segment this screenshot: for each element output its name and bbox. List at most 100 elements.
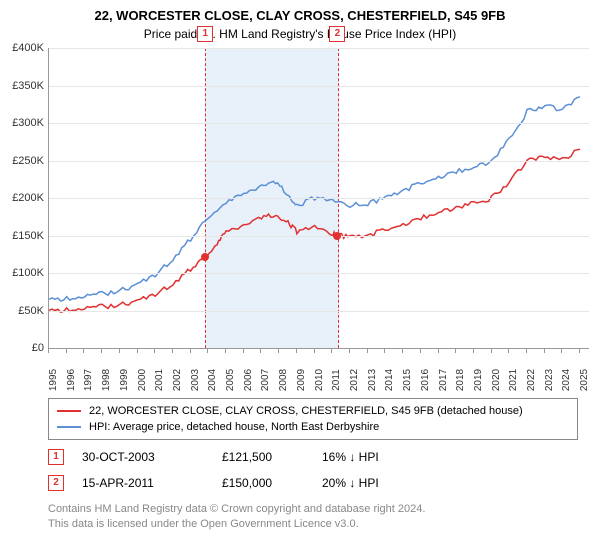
- table-row: 130-OCT-2003£121,50016% ↓ HPI: [48, 444, 578, 470]
- x-tick-label: 2017: [438, 369, 449, 391]
- y-tick-label: £150K: [12, 230, 44, 242]
- marker-dot: [201, 253, 209, 261]
- x-tick-label: 2011: [331, 369, 342, 391]
- x-tick-label: 2023: [544, 369, 555, 391]
- y-tick-label: £0: [32, 342, 44, 354]
- transaction-date: 15-APR-2011: [82, 476, 222, 490]
- x-tick: [491, 348, 492, 353]
- x-tick-label: 2001: [154, 369, 165, 391]
- x-tick-label: 2006: [243, 369, 254, 391]
- x-tick-label: 2020: [491, 369, 502, 391]
- transaction-index: 2: [48, 475, 64, 491]
- x-tick: [296, 348, 297, 353]
- x-tick: [455, 348, 456, 353]
- gridline: [49, 273, 589, 274]
- legend-label: 22, WORCESTER CLOSE, CLAY CROSS, CHESTER…: [89, 405, 523, 417]
- x-tick: [420, 348, 421, 353]
- legend-label: HPI: Average price, detached house, Nort…: [89, 421, 379, 433]
- x-tick: [438, 348, 439, 353]
- x-tick-label: 2014: [384, 369, 395, 391]
- marker-dot: [333, 232, 341, 240]
- x-tick-label: 2004: [207, 369, 218, 391]
- x-tick-label: 1997: [83, 369, 94, 391]
- x-tick: [119, 348, 120, 353]
- x-tick-label: 2003: [190, 369, 201, 391]
- x-tick: [101, 348, 102, 353]
- x-tick: [260, 348, 261, 353]
- x-tick: [154, 348, 155, 353]
- x-tick-label: 1995: [48, 369, 59, 391]
- x-tick-label: 2007: [260, 369, 271, 391]
- x-tick: [402, 348, 403, 353]
- transaction-price: £150,000: [222, 476, 322, 490]
- x-tick-label: 2021: [508, 369, 519, 391]
- x-tick-label: 2018: [455, 369, 466, 391]
- x-tick: [190, 348, 191, 353]
- x-tick: [331, 348, 332, 353]
- legend-item: 22, WORCESTER CLOSE, CLAY CROSS, CHESTER…: [57, 403, 569, 419]
- footer-text: Contains HM Land Registry data © Crown c…: [48, 502, 425, 532]
- y-tick-label: £300K: [12, 117, 44, 129]
- table-row: 2 15-APR-2011£150,00020% ↓ HPI: [48, 470, 578, 496]
- y-tick-label: £100K: [12, 267, 44, 279]
- x-tick-label: 2012: [349, 369, 360, 391]
- chart-title: 22, WORCESTER CLOSE, CLAY CROSS, CHESTER…: [0, 0, 600, 25]
- x-tick-label: 1999: [119, 369, 130, 391]
- x-tick: [278, 348, 279, 353]
- gridline: [49, 48, 589, 49]
- transaction-table: 130-OCT-2003£121,50016% ↓ HPI215-APR-201…: [48, 444, 578, 496]
- chart-area: £0£50K£100K£150K£200K£250K£300K£350K£400…: [0, 48, 600, 388]
- x-tick-label: 2022: [526, 369, 537, 391]
- x-tick: [83, 348, 84, 353]
- y-tick-label: £400K: [12, 42, 44, 54]
- x-tick: [207, 348, 208, 353]
- chart-subtitle: Price paid vs. HM Land Registry's House …: [0, 25, 600, 41]
- x-tick: [526, 348, 527, 353]
- x-tick-label: 2013: [367, 369, 378, 391]
- plot-area: 12: [48, 48, 589, 349]
- x-tick-label: 2010: [314, 369, 325, 391]
- x-tick-label: 1998: [101, 369, 112, 391]
- x-tick: [243, 348, 244, 353]
- transaction-date: 30-OCT-2003: [82, 450, 222, 464]
- gridline: [49, 123, 589, 124]
- legend-swatch: [57, 410, 81, 412]
- gridline: [49, 311, 589, 312]
- transaction-index: 1: [48, 449, 64, 465]
- x-tick: [66, 348, 67, 353]
- transaction-diff: 20% ↓ HPI: [322, 476, 442, 490]
- x-tick: [314, 348, 315, 353]
- transaction-price: £121,500: [222, 450, 322, 464]
- x-tick-label: 2005: [225, 369, 236, 391]
- x-tick-label: 2002: [172, 369, 183, 391]
- x-tick: [579, 348, 580, 353]
- marker-label: 2: [329, 26, 345, 42]
- x-tick: [508, 348, 509, 353]
- x-tick-label: 2024: [561, 369, 572, 391]
- gridline: [49, 161, 589, 162]
- x-tick: [473, 348, 474, 353]
- x-tick: [172, 348, 173, 353]
- gridline: [49, 86, 589, 87]
- footer-line-2: This data is licensed under the Open Gov…: [48, 517, 425, 532]
- x-tick: [349, 348, 350, 353]
- y-tick-label: £200K: [12, 192, 44, 204]
- legend-item: HPI: Average price, detached house, Nort…: [57, 419, 569, 435]
- x-tick: [561, 348, 562, 353]
- series-property: [49, 149, 580, 312]
- x-tick: [48, 348, 49, 353]
- legend: 22, WORCESTER CLOSE, CLAY CROSS, CHESTER…: [48, 398, 578, 440]
- x-axis: 1995199619971998199920002001200220032004…: [48, 348, 588, 388]
- x-tick: [384, 348, 385, 353]
- y-axis: £0£50K£100K£150K£200K£250K£300K£350K£400…: [0, 48, 48, 388]
- gridline: [49, 236, 589, 237]
- x-tick-label: 2025: [579, 369, 590, 391]
- x-tick: [367, 348, 368, 353]
- footer-line-1: Contains HM Land Registry data © Crown c…: [48, 502, 425, 517]
- x-tick-label: 2008: [278, 369, 289, 391]
- x-tick-label: 2009: [296, 369, 307, 391]
- y-tick-label: £250K: [12, 155, 44, 167]
- legend-swatch: [57, 426, 81, 428]
- x-tick-label: 2015: [402, 369, 413, 391]
- x-tick: [544, 348, 545, 353]
